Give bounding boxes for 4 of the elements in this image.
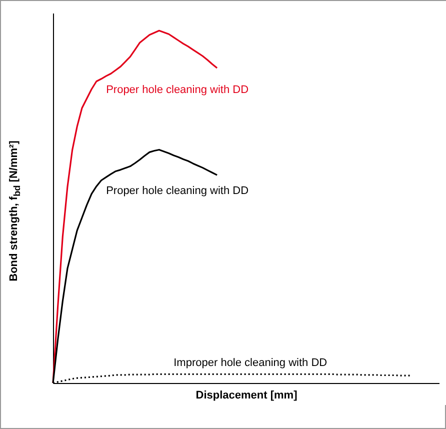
series-label: Improper hole cleaning with DD xyxy=(174,357,328,370)
series-label: Proper hole cleaning with DD xyxy=(106,185,249,198)
x-axis-title: Displacement [mm] xyxy=(196,390,298,402)
series-label: Proper hole cleaning with DD xyxy=(106,84,249,96)
